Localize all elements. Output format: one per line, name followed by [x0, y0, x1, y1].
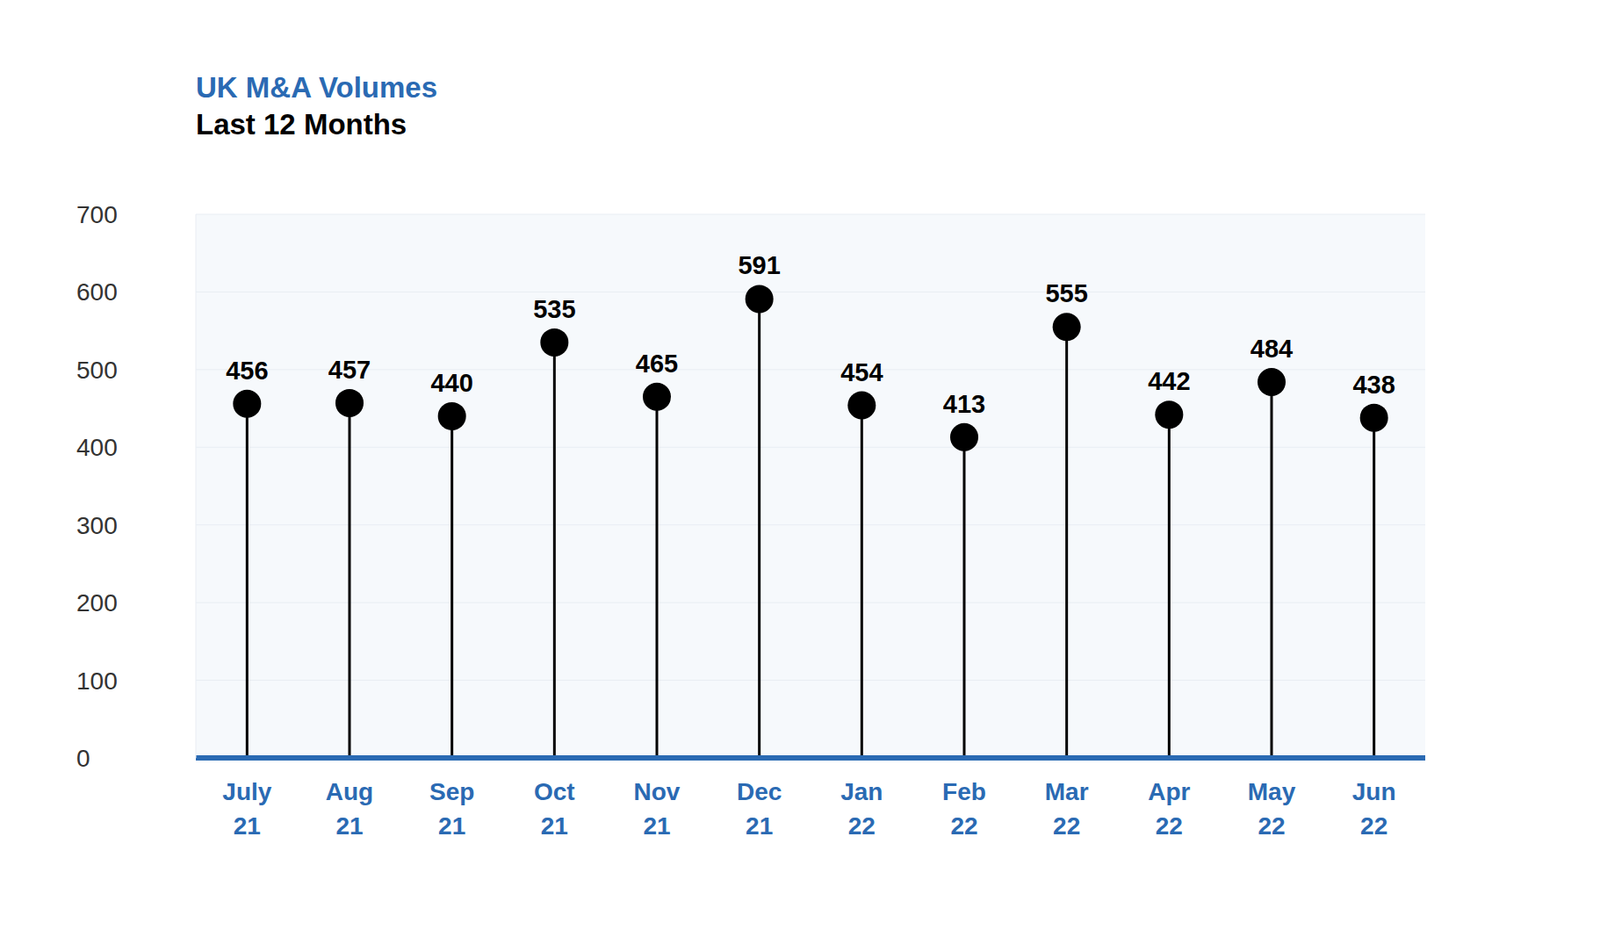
- svg-text:413: 413: [943, 389, 986, 419]
- svg-text:591: 591: [737, 251, 780, 280]
- svg-text:555: 555: [1045, 279, 1088, 308]
- svg-text:200: 200: [76, 589, 118, 617]
- svg-text:Oct21: Oct21: [533, 778, 576, 840]
- svg-text:500: 500: [76, 356, 118, 384]
- svg-text:0: 0: [76, 744, 91, 772]
- svg-text:Sep21: Sep21: [429, 778, 475, 840]
- svg-text:July21: July21: [222, 778, 272, 840]
- svg-text:Jun22: Jun22: [1352, 778, 1397, 840]
- svg-text:Apr22: Apr22: [1147, 778, 1190, 840]
- html-text:Last 12 Months: Last 12 Months: [195, 108, 407, 141]
- svg-text:456: 456: [225, 356, 268, 385]
- svg-text:440: 440: [430, 368, 473, 397]
- svg-text:Nov21: Nov21: [634, 778, 681, 840]
- svg-text:535: 535: [533, 295, 576, 324]
- svg-text:May22: May22: [1247, 778, 1297, 840]
- svg-text:457: 457: [328, 355, 371, 384]
- html-text:UK M&A Volumes: UK M&A Volumes: [195, 71, 438, 104]
- svg-text:600: 600: [76, 278, 118, 306]
- svg-text:700: 700: [76, 201, 118, 229]
- svg-text:400: 400: [76, 433, 118, 462]
- svg-text:Feb22: Feb22: [942, 778, 987, 840]
- svg-text:442: 442: [1147, 367, 1190, 396]
- svg-text:454: 454: [840, 358, 883, 387]
- svg-text:484: 484: [1250, 334, 1293, 363]
- svg-text:438: 438: [1352, 370, 1395, 399]
- svg-text:100: 100: [76, 667, 118, 695]
- svg-text:Aug21: Aug21: [325, 778, 374, 840]
- svg-text:Jan22: Jan22: [840, 778, 883, 840]
- svg-text:Dec21: Dec21: [736, 778, 782, 840]
- svg-text:300: 300: [76, 511, 118, 540]
- svg-text:Mar22: Mar22: [1045, 778, 1089, 840]
- svg-text:465: 465: [635, 349, 678, 378]
